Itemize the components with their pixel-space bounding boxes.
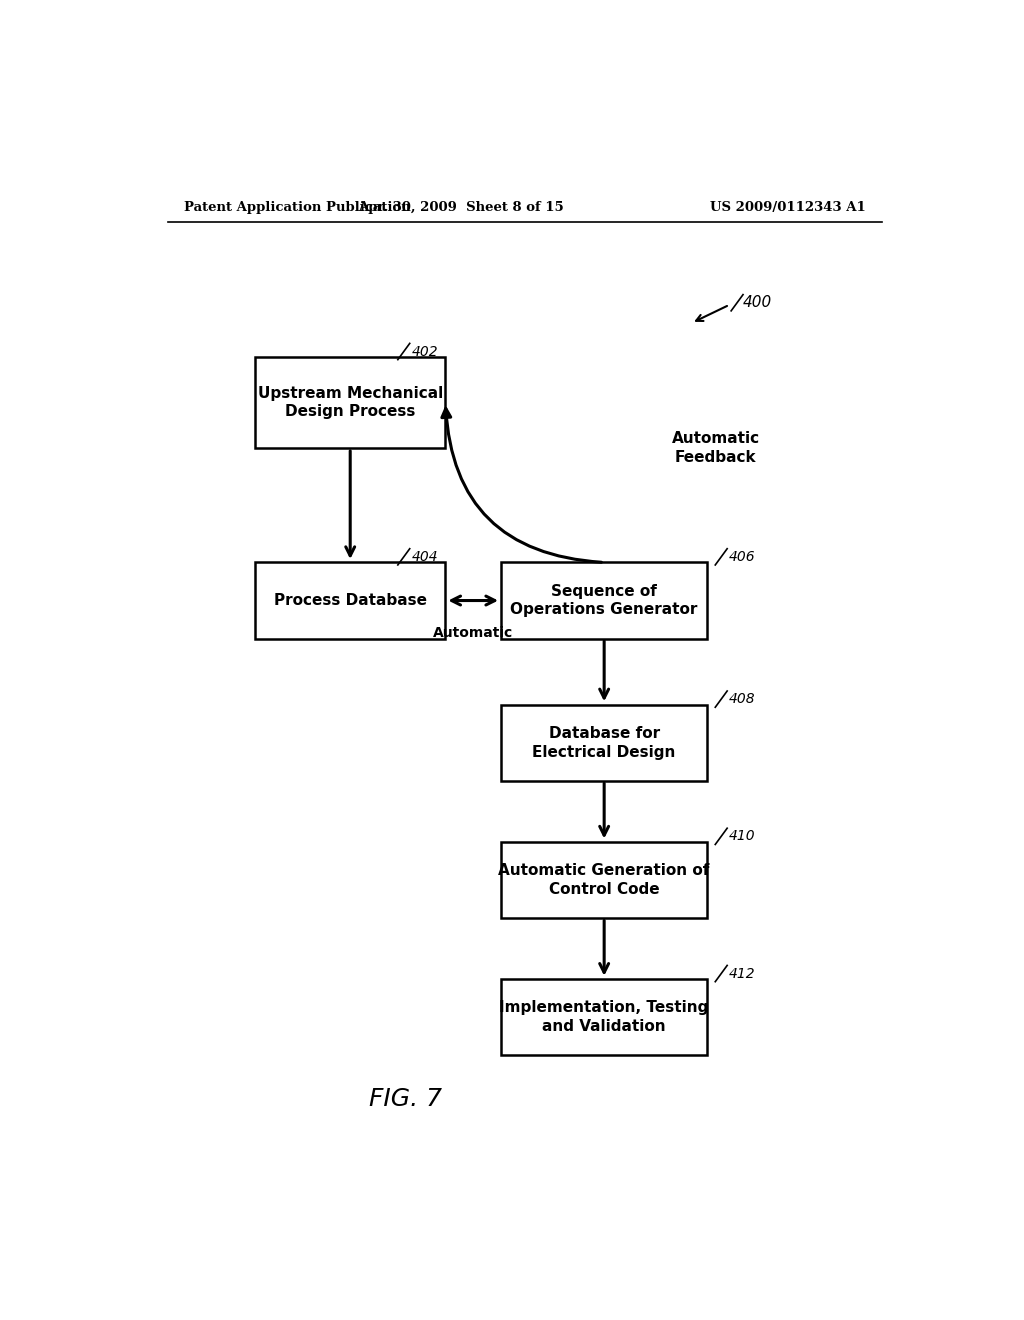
FancyBboxPatch shape (255, 562, 445, 639)
FancyBboxPatch shape (501, 979, 708, 1056)
Text: 408: 408 (729, 692, 756, 706)
Text: 412: 412 (729, 966, 756, 981)
FancyBboxPatch shape (255, 356, 445, 447)
FancyBboxPatch shape (501, 705, 708, 781)
Text: 402: 402 (412, 345, 438, 359)
Text: FIG. 7: FIG. 7 (370, 1086, 442, 1110)
Text: Automatic: Automatic (433, 626, 513, 640)
Text: Database for
Electrical Design: Database for Electrical Design (532, 726, 676, 759)
Text: Implementation, Testing
and Validation: Implementation, Testing and Validation (500, 1001, 709, 1034)
FancyArrowPatch shape (442, 408, 601, 562)
Text: Automatic
Feedback: Automatic Feedback (672, 432, 760, 465)
Text: 404: 404 (412, 550, 438, 564)
Text: Apr. 30, 2009  Sheet 8 of 15: Apr. 30, 2009 Sheet 8 of 15 (358, 201, 564, 214)
FancyBboxPatch shape (501, 562, 708, 639)
Text: Process Database: Process Database (273, 593, 427, 609)
Text: Automatic Generation of
Control Code: Automatic Generation of Control Code (499, 863, 710, 896)
Text: US 2009/0112343 A1: US 2009/0112343 A1 (711, 201, 866, 214)
Text: 400: 400 (743, 296, 772, 310)
Text: Patent Application Publication: Patent Application Publication (183, 201, 411, 214)
Text: 406: 406 (729, 550, 756, 564)
FancyBboxPatch shape (501, 842, 708, 919)
Text: 410: 410 (729, 829, 756, 843)
Text: Sequence of
Operations Generator: Sequence of Operations Generator (511, 583, 697, 618)
Text: Upstream Mechanical
Design Process: Upstream Mechanical Design Process (258, 385, 442, 420)
